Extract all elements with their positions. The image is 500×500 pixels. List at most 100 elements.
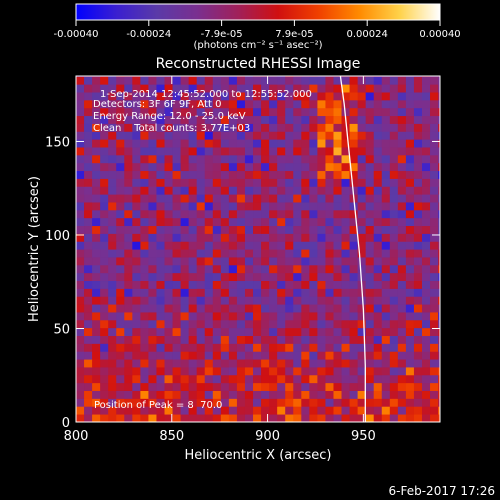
heatmap-cell [269, 272, 278, 282]
heatmap-cell [397, 249, 407, 258]
heatmap-cell [325, 162, 334, 172]
heatmap-cell [261, 139, 270, 148]
heatmap-cell [285, 139, 294, 148]
heatmap-cell [405, 398, 415, 407]
heatmap-cell [84, 217, 93, 227]
heatmap-cell [397, 194, 407, 203]
heatmap-cell [341, 202, 350, 211]
heatmap-cell [293, 241, 302, 250]
heatmap-cell [430, 194, 439, 203]
heatmap-cell [172, 233, 182, 242]
heatmap-cell [438, 107, 440, 117]
heatmap-cell [365, 343, 375, 352]
heatmap-cell [84, 390, 93, 399]
annotation-detectors: Detectors: 3F 6F 9F, Att 0 [93, 99, 221, 110]
heatmap-cell [438, 414, 440, 422]
heatmap-cell [116, 327, 125, 336]
heatmap-cell [228, 107, 238, 117]
heatmap-cell [116, 351, 125, 360]
heatmap-cell [244, 296, 254, 305]
heatmap-cell [188, 359, 198, 368]
heatmap-cell [220, 241, 230, 250]
heatmap-cell [124, 209, 133, 219]
heatmap-cell [212, 390, 222, 399]
heatmap-cell [204, 406, 214, 415]
heatmap-cell [373, 233, 383, 242]
heatmap-cell [341, 241, 350, 250]
heatmap-cell [373, 359, 383, 368]
heatmap-cell [100, 131, 109, 140]
heatmap-cell [108, 280, 117, 289]
heatmap-cell [333, 186, 342, 195]
heatmap-cell [301, 99, 310, 109]
heatmap-cell [244, 147, 254, 156]
heatmap-cell [228, 92, 238, 101]
heatmap-cell [413, 154, 423, 164]
heatmap-cell [430, 139, 439, 148]
heatmap-cell [196, 264, 206, 274]
heatmap-cell [365, 217, 375, 227]
heatmap-cell [389, 367, 399, 376]
heatmap-cell [269, 202, 278, 211]
heatmap-cell [430, 374, 439, 384]
heatmap-cell [349, 186, 359, 195]
heatmap-cell [172, 92, 182, 101]
heatmap-cell [389, 107, 399, 117]
heatmap-cell [413, 241, 423, 250]
heatmap-cell [317, 115, 326, 124]
heatmap-cell [148, 84, 157, 93]
heatmap-cell [301, 170, 310, 179]
heatmap-cell [253, 382, 262, 391]
heatmap-cell [140, 115, 149, 124]
heatmap-cell [228, 327, 238, 336]
heatmap-cell [253, 398, 262, 407]
heatmap-cell [325, 107, 334, 117]
heatmap-cell [148, 288, 157, 297]
heatmap-cell [116, 217, 125, 227]
heatmap-cell [413, 343, 423, 352]
heatmap-cell [293, 272, 302, 282]
heatmap-cell [228, 99, 238, 109]
heatmap-cell [100, 233, 109, 242]
heatmap-cell [204, 202, 214, 211]
heatmap-cell [132, 162, 141, 172]
heatmap-cell [365, 123, 375, 132]
heatmap-cell [261, 178, 270, 187]
heatmap-cell [253, 390, 262, 399]
heatmap-cell [253, 374, 262, 384]
heatmap-cell [309, 257, 318, 266]
heatmap-cell [269, 154, 278, 164]
heatmap-cell [397, 374, 407, 384]
heatmap-cell [389, 414, 399, 422]
heatmap-cell [172, 115, 182, 124]
heatmap-cell [373, 288, 383, 297]
heatmap-cell [373, 162, 383, 172]
heatmap-cell [132, 264, 141, 274]
heatmap-cell [228, 194, 238, 203]
heatmap-cell [325, 382, 334, 391]
heatmap-cell [357, 147, 367, 156]
heatmap-cell [156, 225, 165, 234]
heatmap-cell [261, 335, 270, 344]
heatmap-cell [148, 154, 157, 164]
heatmap-cell [301, 374, 310, 384]
heatmap-cell [220, 296, 230, 305]
heatmap-cell [421, 170, 431, 179]
heatmap-cell [212, 209, 222, 219]
heatmap-cell [333, 343, 342, 352]
heatmap-cell [253, 202, 262, 211]
heatmap-cell [381, 217, 391, 227]
heatmap-cell [148, 335, 157, 344]
heatmap-cell [285, 249, 294, 258]
heatmap-cell [236, 390, 246, 399]
heatmap-cell [188, 147, 198, 156]
heatmap-cell [180, 92, 190, 101]
heatmap-cell [172, 139, 182, 148]
heatmap-cell [349, 414, 359, 422]
heatmap-cell [196, 202, 206, 211]
heatmap-cell [269, 123, 278, 132]
heatmap-cell [285, 99, 294, 109]
heatmap-cell [188, 335, 198, 344]
heatmap-cell [301, 92, 310, 101]
heatmap-cell [438, 249, 440, 258]
